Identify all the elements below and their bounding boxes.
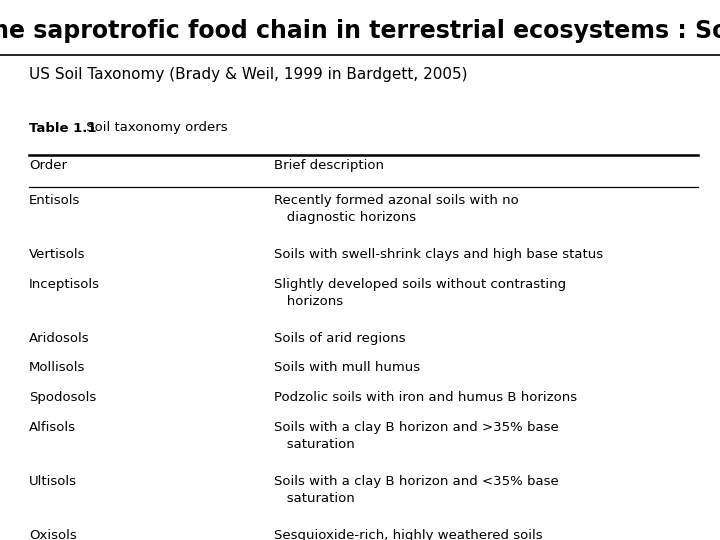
Text: Sesquioxide-rich, highly weathered soils: Sesquioxide-rich, highly weathered soils: [274, 529, 542, 540]
Text: Alfisols: Alfisols: [29, 421, 76, 434]
Text: Mollisols: Mollisols: [29, 361, 85, 374]
Text: Order: Order: [29, 159, 67, 172]
Text: Table 1.1: Table 1.1: [29, 122, 96, 134]
Text: Recently formed azonal soils with no
   diagnostic horizons: Recently formed azonal soils with no dia…: [274, 194, 518, 224]
Text: Inceptisols: Inceptisols: [29, 278, 100, 291]
Text: Ultisols: Ultisols: [29, 475, 77, 488]
Text: Soils with swell-shrink clays and high base status: Soils with swell-shrink clays and high b…: [274, 248, 603, 261]
Text: Spodosols: Spodosols: [29, 391, 96, 404]
Text: Brief description: Brief description: [274, 159, 384, 172]
Text: Aridosols: Aridosols: [29, 332, 89, 345]
Text: Vertisols: Vertisols: [29, 248, 85, 261]
Text: The saprotrofic food chain in terrestrial ecosystems : Soil: The saprotrofic food chain in terrestria…: [0, 19, 720, 43]
Text: Soils with mull humus: Soils with mull humus: [274, 361, 420, 374]
Text: Slightly developed soils without contrasting
   horizons: Slightly developed soils without contras…: [274, 278, 566, 308]
Text: Soils with a clay B horizon and <35% base
   saturation: Soils with a clay B horizon and <35% bas…: [274, 475, 558, 505]
Text: Podzolic soils with iron and humus B horizons: Podzolic soils with iron and humus B hor…: [274, 391, 577, 404]
Text: Soils of arid regions: Soils of arid regions: [274, 332, 405, 345]
Text: US Soil Taxonomy (Brady & Weil, 1999 in Bardgett, 2005): US Soil Taxonomy (Brady & Weil, 1999 in …: [29, 68, 467, 83]
Text: Soil taxonomy orders: Soil taxonomy orders: [82, 122, 228, 134]
Text: Oxisols: Oxisols: [29, 529, 76, 540]
Text: Entisols: Entisols: [29, 194, 80, 207]
Text: Soils with a clay B horizon and >35% base
   saturation: Soils with a clay B horizon and >35% bas…: [274, 421, 558, 451]
